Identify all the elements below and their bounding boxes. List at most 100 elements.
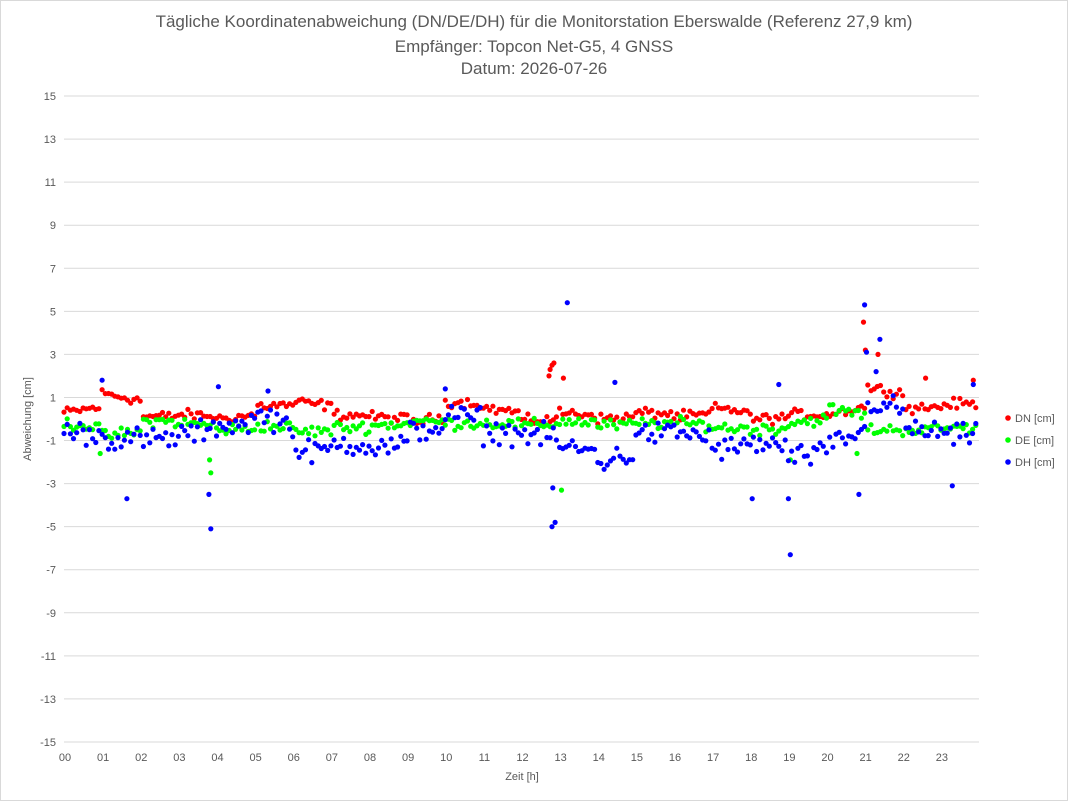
data-point — [464, 396, 471, 403]
data-point — [124, 496, 130, 502]
data-point — [105, 446, 112, 452]
data-point — [96, 428, 102, 434]
data-point — [754, 448, 760, 455]
data-point — [134, 425, 140, 431]
data-point — [493, 410, 499, 416]
gridlines — [64, 95, 979, 743]
data-point — [551, 360, 557, 366]
data-point — [636, 430, 642, 436]
data-point — [302, 447, 309, 453]
data-point — [725, 446, 731, 453]
data-point — [909, 431, 915, 437]
data-point — [957, 395, 963, 402]
data-point — [785, 413, 792, 419]
data-point — [239, 418, 245, 424]
data-point — [916, 406, 922, 412]
data-point — [604, 422, 610, 429]
y-tick-label: 7 — [50, 263, 56, 275]
x-tick-label: 05 — [250, 752, 262, 764]
data-point — [169, 417, 175, 423]
data-point — [877, 408, 884, 414]
data-point — [789, 448, 795, 454]
data-point — [442, 397, 448, 403]
data-point — [614, 414, 620, 420]
data-point — [680, 416, 687, 423]
data-point — [280, 426, 286, 432]
y-tick-label: 11 — [45, 177, 56, 189]
data-point — [131, 431, 137, 437]
data-point — [64, 416, 70, 422]
data-point — [464, 418, 471, 424]
data-point — [283, 415, 289, 421]
y-tick-labels: 15 13 11 9 7 5 3 1 -1 -3 -5 -7 -9 -11 -13 -15 — [40, 91, 56, 749]
data-point — [99, 377, 105, 383]
data-point — [544, 414, 550, 420]
data-point — [900, 433, 906, 439]
x-tick-label: 23 — [936, 752, 948, 764]
data-point — [449, 403, 455, 409]
data-point — [558, 487, 565, 493]
data-point — [817, 440, 823, 446]
data-point — [725, 404, 731, 410]
data-point — [287, 426, 293, 432]
data-point — [159, 409, 166, 416]
data-point — [769, 426, 776, 432]
data-point — [830, 402, 836, 408]
data-point — [166, 410, 172, 416]
data-point — [147, 440, 153, 446]
data-point — [655, 420, 661, 426]
data-point — [118, 444, 124, 450]
data-point — [877, 382, 884, 389]
data-point — [391, 414, 397, 420]
data-point — [642, 422, 649, 428]
data-point — [484, 403, 490, 409]
legend: DN [cm] DE [cm] DH [cm] — [1005, 413, 1055, 469]
data-point — [369, 448, 375, 454]
data-point — [787, 552, 793, 558]
data-point — [61, 430, 67, 437]
data-point — [83, 442, 89, 448]
data-point — [728, 435, 734, 441]
data-point — [93, 439, 99, 446]
data-point — [96, 406, 102, 412]
data-point — [77, 408, 83, 415]
data-point — [325, 427, 331, 433]
data-point — [970, 377, 976, 383]
data-point — [553, 437, 560, 443]
data-point — [509, 418, 515, 425]
data-point — [884, 428, 890, 434]
data-point — [865, 427, 871, 433]
data-point — [191, 416, 197, 422]
data-point — [949, 483, 955, 489]
data-point — [290, 434, 296, 440]
x-tick-label: 13 — [555, 752, 567, 764]
data-point — [547, 435, 553, 441]
data-point — [897, 428, 903, 434]
data-point — [96, 421, 102, 427]
x-tick-label: 17 — [707, 752, 719, 764]
data-point — [572, 420, 579, 426]
data-point — [823, 415, 830, 421]
data-point — [255, 421, 261, 427]
data-point — [890, 393, 896, 399]
data-point — [623, 421, 629, 427]
data-point — [916, 429, 922, 435]
data-point — [382, 421, 388, 427]
data-point — [661, 426, 668, 432]
data-point — [350, 414, 356, 420]
data-point — [404, 438, 410, 444]
data-point — [747, 442, 753, 448]
data-point — [719, 456, 725, 462]
data-point — [846, 406, 852, 412]
data-point — [267, 426, 274, 432]
data-point — [808, 461, 814, 467]
y-tick-label: -15 — [40, 737, 56, 749]
data-point — [321, 443, 328, 450]
data-point — [306, 437, 312, 443]
data-point — [531, 415, 537, 421]
data-point — [318, 397, 324, 403]
data-point — [337, 421, 343, 428]
data-point — [706, 427, 712, 433]
data-point — [442, 386, 448, 392]
